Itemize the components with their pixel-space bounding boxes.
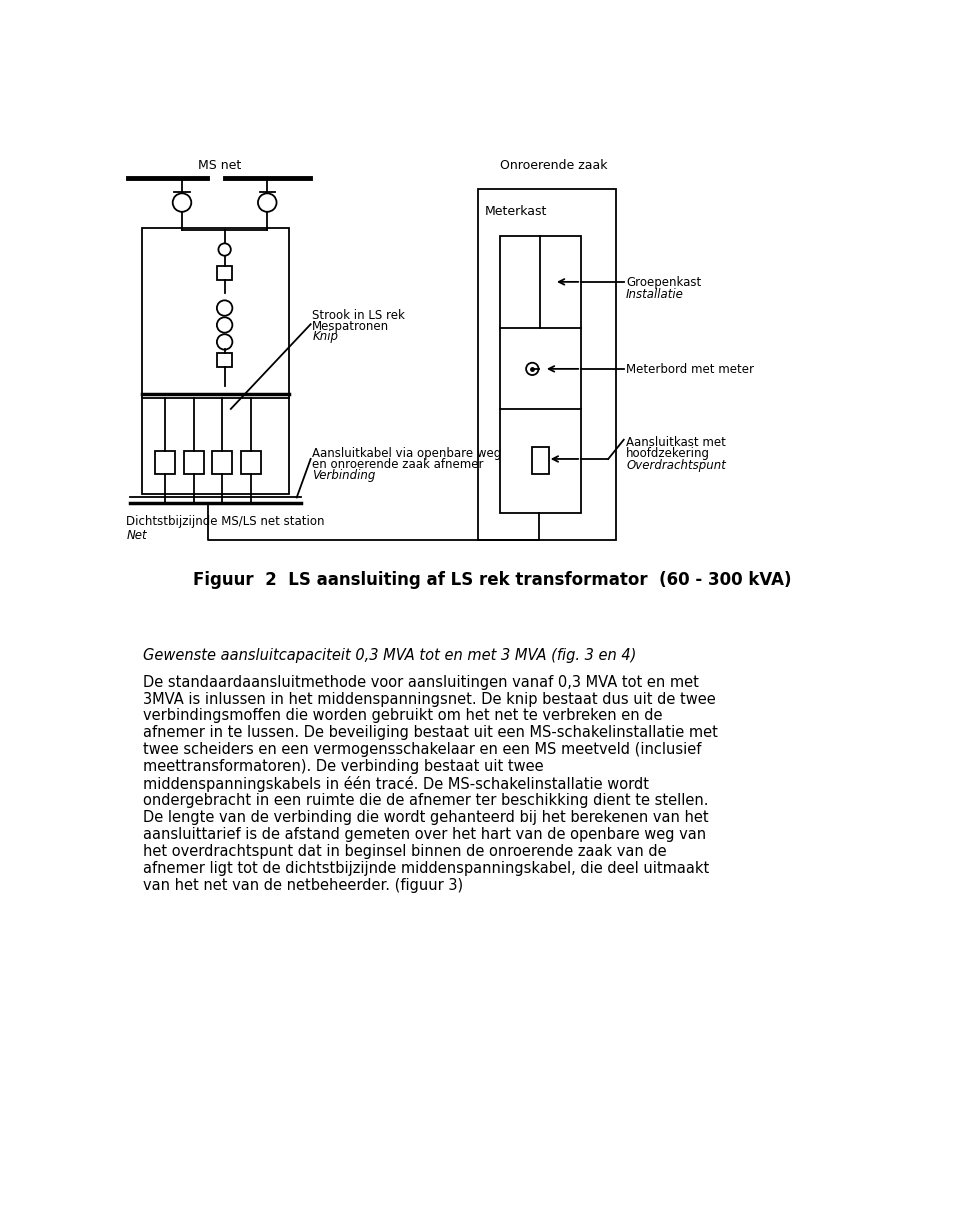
Text: Knip: Knip <box>312 330 338 343</box>
Bar <box>217 266 232 281</box>
Text: afnemer ligt tot de dichtstbijzijnde middenspanningskabel, die deel uitmaakt: afnemer ligt tot de dichtstbijzijnde mid… <box>143 861 709 875</box>
Text: van het net van de netbeheerder. (figuur 3): van het net van de netbeheerder. (figuur… <box>143 878 464 893</box>
Text: De lengte van de verbinding die wordt gehanteerd bij het berekenen van het: De lengte van de verbinding die wordt ge… <box>143 810 708 825</box>
Text: Aansluitkast met: Aansluitkast met <box>626 436 726 449</box>
Text: verbindingsmoffen die worden gebruikt om het net te verbreken en de: verbindingsmoffen die worden gebruikt om… <box>143 709 662 723</box>
Text: Figuur  2  LS aansluiting af LS rek transformator  (60 - 300 kVA): Figuur 2 LS aansluiting af LS rek transf… <box>193 570 791 588</box>
Text: Net: Net <box>126 530 147 542</box>
Text: ondergebracht in een ruimte die de afnemer ter beschikking dient te stellen.: ondergebracht in een ruimte die de afnem… <box>143 793 708 808</box>
Text: hoofdzekering: hoofdzekering <box>626 447 710 461</box>
Bar <box>500 235 581 512</box>
Text: middenspanningskabels in één tracé. De MS-schakelinstallatie wordt: middenspanningskabels in één tracé. De M… <box>143 776 649 792</box>
Text: Overdrachtspunt: Overdrachtspunt <box>626 459 726 472</box>
Text: Meterbord met meter: Meterbord met meter <box>626 363 754 376</box>
Text: Meterkast: Meterkast <box>484 205 546 218</box>
Text: Dichtstbijzijnde MS/LS net station: Dichtstbijzijnde MS/LS net station <box>126 515 324 528</box>
Text: Verbinding: Verbinding <box>312 470 375 482</box>
Text: en onroerende zaak afnemer: en onroerende zaak afnemer <box>312 459 484 471</box>
Text: Aansluitkabel via openbare weg: Aansluitkabel via openbare weg <box>312 447 501 461</box>
Text: Gewenste aansluitcapaciteit 0,3 MVA tot en met 3 MVA (fig. 3 en 4): Gewenste aansluitcapaciteit 0,3 MVA tot … <box>143 647 636 662</box>
Text: 3MVA is inlussen in het middenspanningsnet. De knip bestaat dus uit de twee: 3MVA is inlussen in het middenspanningsn… <box>143 691 716 706</box>
Bar <box>142 228 289 494</box>
Text: het overdrachtspunt dat in beginsel binnen de onroerende zaak van de: het overdrachtspunt dat in beginsel binn… <box>143 843 667 859</box>
Text: Groepenkast: Groepenkast <box>626 277 702 289</box>
Text: afnemer in te lussen. De beveiliging bestaat uit een MS-schakelinstallatie met: afnemer in te lussen. De beveiliging bes… <box>143 726 718 741</box>
Bar <box>217 353 232 368</box>
Text: Onroerende zaak: Onroerende zaak <box>500 158 608 172</box>
Bar <box>155 451 175 474</box>
Text: Installatie: Installatie <box>626 288 684 302</box>
Text: meettransformatoren). De verbinding bestaat uit twee: meettransformatoren). De verbinding best… <box>143 759 544 775</box>
Bar <box>478 190 616 539</box>
Bar <box>212 451 232 474</box>
Text: MS net: MS net <box>198 158 241 172</box>
Text: De standaardaansluitmethode voor aansluitingen vanaf 0,3 MVA tot en met: De standaardaansluitmethode voor aanslui… <box>143 674 699 689</box>
Bar <box>532 447 548 474</box>
Text: Mespatronen: Mespatronen <box>312 320 390 332</box>
Text: aansluittarief is de afstand gemeten over het hart van de openbare weg van: aansluittarief is de afstand gemeten ove… <box>143 828 707 842</box>
Bar <box>241 451 261 474</box>
Text: twee scheiders en een vermogensschakelaar en een MS meetveld (inclusief: twee scheiders en een vermogensschakelaa… <box>143 742 702 758</box>
Bar <box>183 451 204 474</box>
Text: Strook in LS rek: Strook in LS rek <box>312 309 405 321</box>
